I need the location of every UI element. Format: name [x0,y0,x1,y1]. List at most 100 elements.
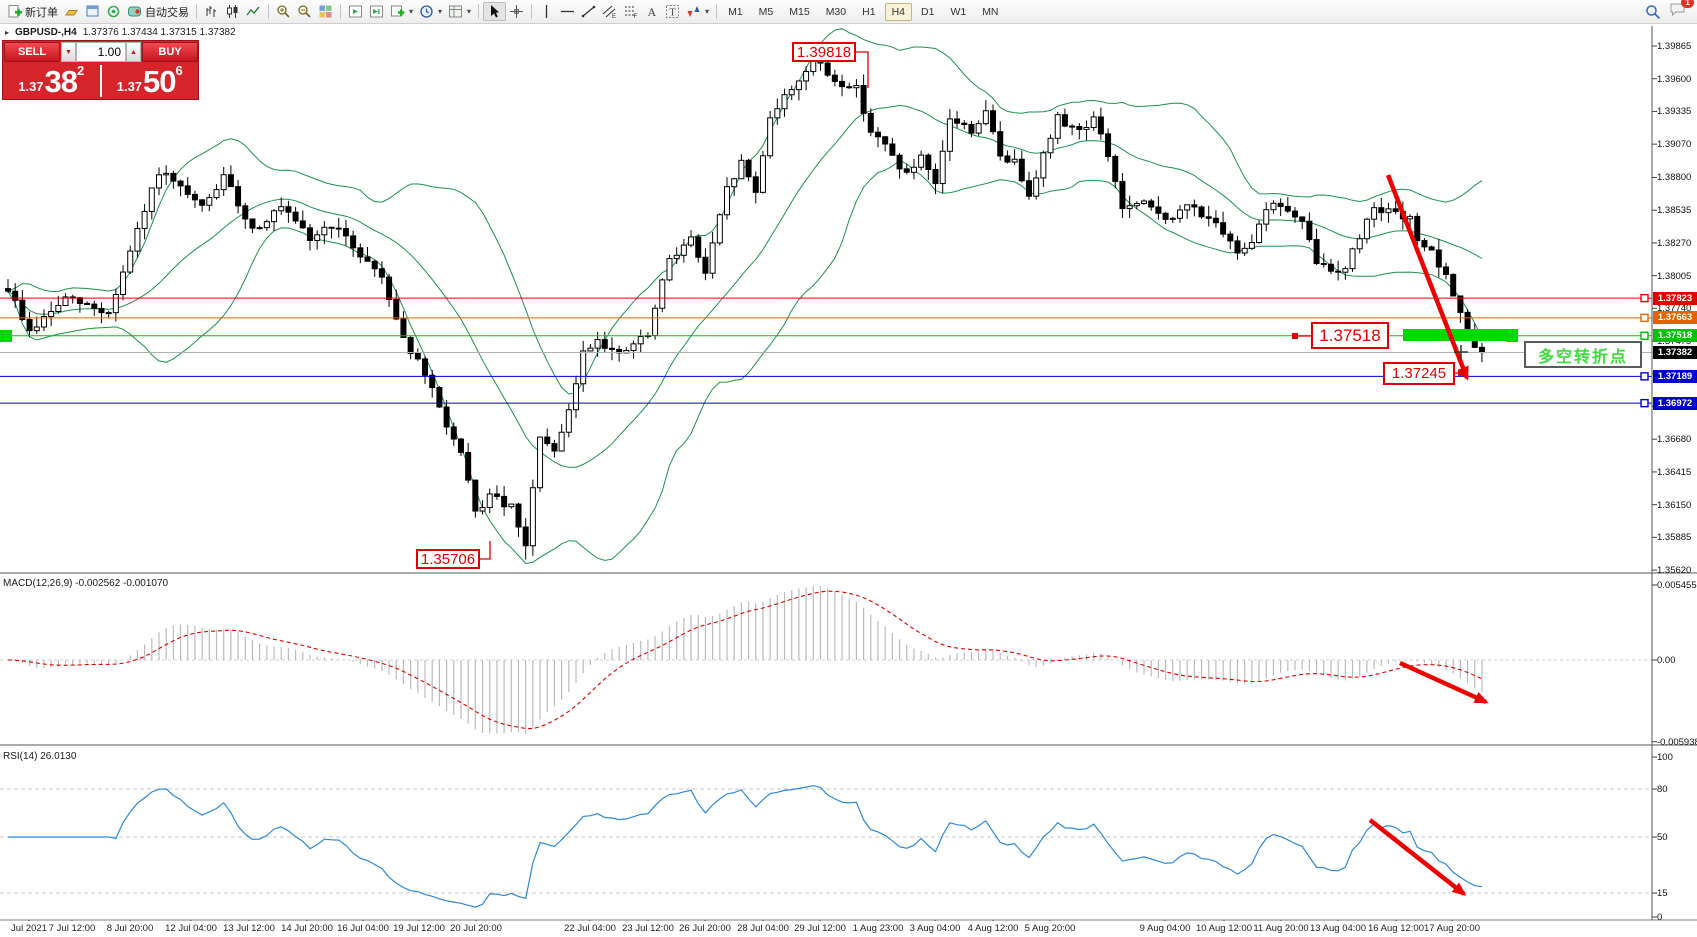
time-label: 8 Jul 20:00 [106,923,154,934]
sell-price[interactable]: 1.37 38 2 [3,63,100,99]
timeframe-button-D1[interactable]: D1 [921,5,935,18]
navigator-button[interactable] [103,3,124,20]
text-label-button[interactable]: T [662,3,683,20]
buy-price-prefix: 1.37 [116,79,143,94]
zoom-out-button[interactable] [294,3,315,20]
notification-badge: 1 [1681,0,1694,8]
fibonacci-button[interactable]: F [620,3,641,20]
timeframe-button-W1[interactable]: W1 [950,5,967,18]
search-icon[interactable] [1645,4,1661,20]
new-order-button[interactable]: 新订单 [4,3,61,21]
level-price-label: 1.37518 [1653,329,1697,343]
new-order-label: 新订单 [25,6,58,19]
arrange-cascade-button[interactable] [366,3,387,20]
symbol-header[interactable]: ▸ GBPUSD-,H4 1.37376 1.37434 1.37315 1.3… [5,27,236,38]
navigator-icon [107,5,120,18]
periods-clock-button[interactable]: ▾ [416,3,445,20]
rsi-name: RSI(14) [3,751,38,762]
price-tick: 1.36150 [1657,499,1692,511]
sell-price-big: 38 [44,64,78,99]
time-label: 20 Jul 20:00 [450,923,502,934]
price-tick: 1.35885 [1657,532,1692,544]
time-label: 11 Aug 20:00 [1253,923,1309,934]
annotation-low-label[interactable]: 1.35706 [416,549,480,569]
add-indicator-button[interactable]: ▾ [387,3,416,20]
dropdown-caret: ▾ [467,7,472,16]
buy-button[interactable]: BUY [142,42,198,62]
toolbar-separator [531,4,533,19]
arrows-button[interactable]: ▾ [683,3,712,20]
dropdown-caret: ▾ [438,7,443,16]
macd-indicator-label: MACD(12,26,9) -0.002562 -0.001070 [3,578,168,589]
time-label: 28 Jul 04:00 [737,923,789,934]
autotrade-button[interactable]: 自动交易 [124,3,192,21]
autotrade-icon [128,6,141,17]
toolbar-separator [716,4,718,19]
crosshair-icon [510,5,524,18]
annotation-level-label[interactable]: 1.37518 [1311,322,1389,349]
arrange-windows-button[interactable] [345,3,366,20]
time-label: 14 Jul 20:00 [281,923,333,934]
market-watch-button[interactable] [82,3,103,20]
macd-axis-value: 0.00 [1657,655,1676,666]
new-order-icon [8,5,22,18]
time-label: 19 Jul 12:00 [393,923,445,934]
macd-axis-value: -0.005938 [1657,736,1697,748]
volume-increase-button[interactable]: ▲ [126,42,141,62]
trade-panel-prices: 1.37 38 2 1.37 50 6 [3,63,198,99]
time-label: 12 Jul 04:00 [165,923,217,934]
toolbar-separator [268,4,269,19]
toolbar-right: 1 [1645,0,1694,22]
bar-chart-button[interactable] [201,3,222,20]
rsi-axis-value: 50 [1657,832,1668,843]
equidistant-channel-button[interactable]: E [599,3,620,20]
price-tick: 1.39865 [1657,41,1692,52]
cursor-icon [491,5,500,18]
volume-decrease-button[interactable]: ▼ [61,42,76,62]
trendline-icon [581,5,596,18]
sell-button[interactable]: SELL [4,42,60,62]
chart-profile-button[interactable] [61,3,82,20]
sell-price-prefix: 1.37 [18,79,44,94]
chat-button[interactable]: 1 [1669,0,1694,22]
time-label: 5 Aug 20:00 [1024,923,1076,934]
rsi-axis-value: 80 [1657,784,1668,795]
svg-text:A: A [648,5,657,19]
candlestick-chart-button[interactable] [222,3,243,20]
timeframe-button-M15[interactable]: M15 [789,5,810,18]
horizontal-line-icon [561,10,575,13]
volume-input[interactable] [76,42,126,62]
zoom-in-button[interactable] [273,3,294,20]
macd-values: -0.002562 -0.001070 [75,578,169,589]
level-price-label: 1.37663 [1653,311,1697,325]
tile-windows-button[interactable] [315,3,336,20]
toolbar: 新订单 自动交易 ▾ ▾ ▾ [0,0,1697,24]
timeframe-button-M30[interactable]: M30 [825,5,847,18]
timeframe-button-M5[interactable]: M5 [758,5,774,18]
annotation-high-label[interactable]: 1.39818 [792,42,856,62]
text-button[interactable]: A [641,3,662,20]
cursor-button[interactable] [483,2,507,21]
timeframe-button-M1[interactable]: M1 [728,5,743,18]
horizontal-line-button[interactable] [557,3,578,20]
annotation-target-label[interactable]: 1.37245 [1383,362,1455,385]
text-icon: A [648,5,657,19]
time-label: 1 Aug 23:00 [852,923,904,934]
time-label: 13 Jul 12:00 [223,923,275,934]
trendline-button[interactable] [578,3,599,20]
text-label-icon: T [666,5,680,19]
vertical-line-button[interactable] [536,3,557,20]
timeframe-button-MN[interactable]: MN [982,5,999,18]
dropdown-caret: ▾ [409,7,414,16]
templates-icon [449,5,463,18]
timeframe-button-H4[interactable]: H4 [884,2,912,21]
buy-price-big: 50 [143,64,176,99]
timeframe-button-H1[interactable]: H1 [862,5,876,18]
annotation-cn-note[interactable]: 多空转折点 [1524,341,1642,368]
crosshair-button[interactable] [506,3,527,20]
expand-triangle-icon[interactable]: ▸ [5,28,10,37]
buy-price[interactable]: 1.37 50 6 [102,63,199,99]
line-chart-button[interactable] [243,3,264,20]
templates-button[interactable]: ▾ [445,3,474,20]
